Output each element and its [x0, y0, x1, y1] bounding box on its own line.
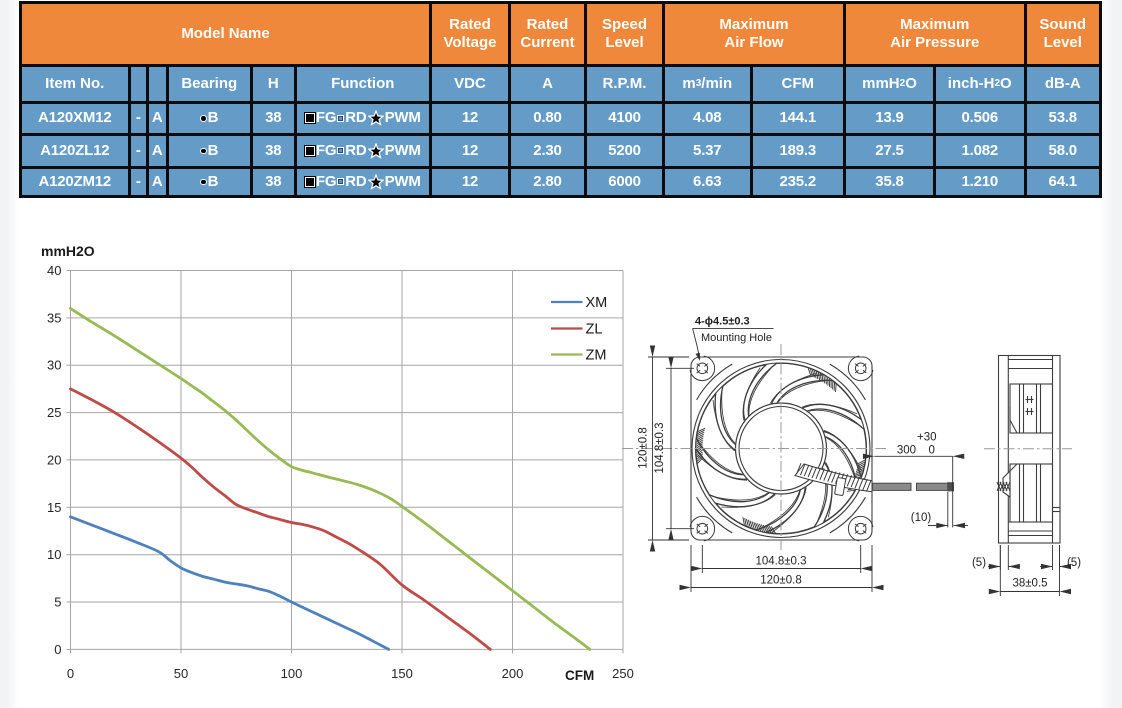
- svg-text:mmH2O: mmH2O: [41, 243, 95, 259]
- svg-text:38±0.5: 38±0.5: [1012, 578, 1047, 590]
- svg-text:35: 35: [47, 310, 61, 325]
- svg-text:104.8±0.3: 104.8±0.3: [755, 556, 806, 568]
- svg-text:250: 250: [612, 666, 634, 681]
- svg-text:4-ϕ4.5±0.3: 4-ϕ4.5±0.3: [695, 316, 750, 328]
- svg-text:100: 100: [281, 666, 303, 681]
- svg-text:10: 10: [47, 547, 61, 562]
- svg-text:20: 20: [47, 452, 61, 467]
- svg-text:(10): (10): [911, 512, 932, 524]
- svg-text:CFM: CFM: [565, 668, 594, 683]
- svg-text:ZM: ZM: [586, 348, 607, 364]
- svg-text:25: 25: [47, 405, 61, 420]
- svg-text:120±0.8: 120±0.8: [760, 575, 802, 587]
- svg-text:5: 5: [54, 595, 61, 610]
- svg-text:120±0.8: 120±0.8: [638, 427, 650, 469]
- svg-text:0: 0: [929, 445, 935, 457]
- svg-text:0: 0: [54, 642, 61, 657]
- svg-text:50: 50: [174, 666, 188, 681]
- svg-text:200: 200: [502, 666, 524, 681]
- svg-text:150: 150: [391, 666, 413, 681]
- svg-text:+30: +30: [917, 432, 937, 444]
- svg-text:(5): (5): [972, 557, 986, 569]
- svg-text:XM: XM: [586, 295, 608, 311]
- svg-text:300: 300: [897, 445, 916, 457]
- svg-text:ZL: ZL: [586, 322, 603, 338]
- svg-text:40: 40: [47, 263, 61, 278]
- svg-text:30: 30: [47, 358, 61, 373]
- svg-text:104.8±0.3: 104.8±0.3: [654, 422, 666, 473]
- svg-text:Mounting Hole: Mounting Hole: [701, 332, 772, 344]
- svg-text:(5): (5): [1067, 557, 1081, 569]
- svg-text:15: 15: [47, 500, 61, 515]
- svg-text:0: 0: [67, 666, 74, 681]
